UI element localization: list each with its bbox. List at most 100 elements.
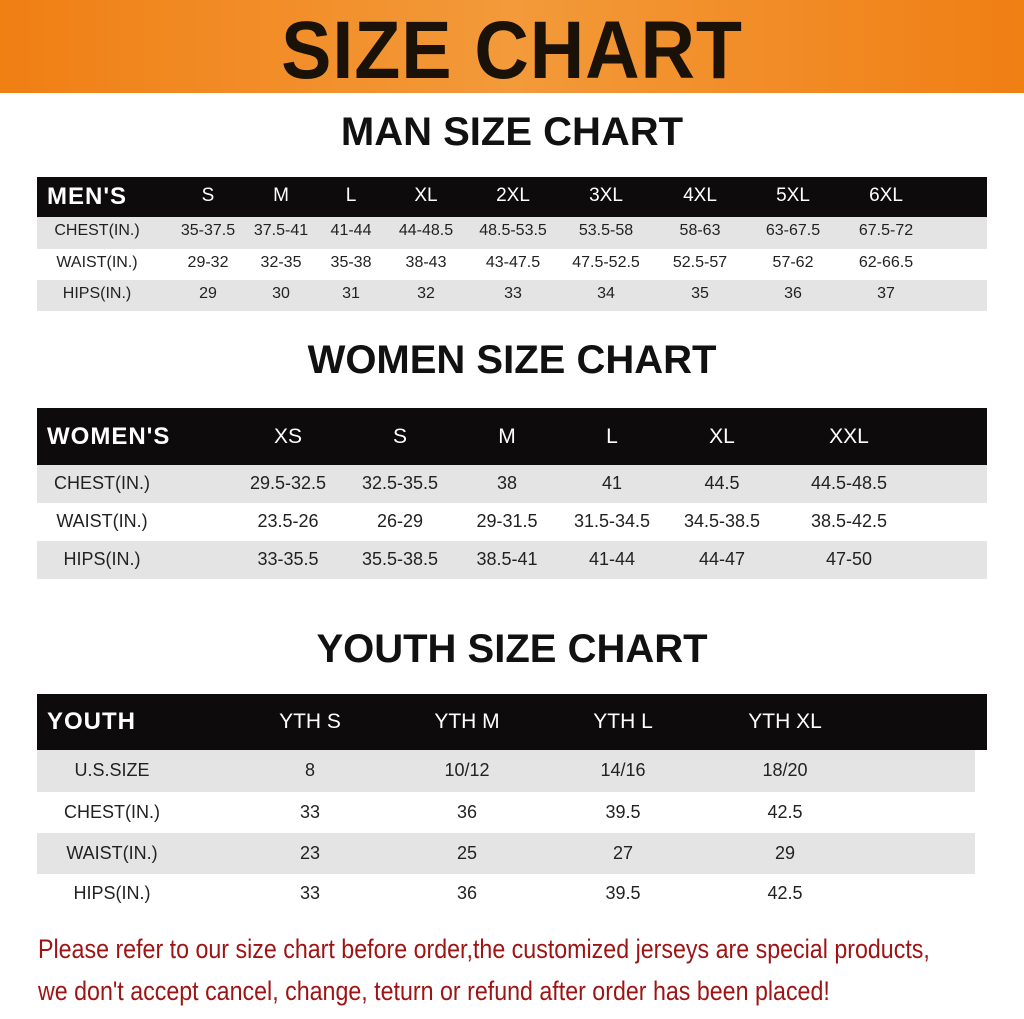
notice-line-1: Please refer to our size chart before or… (38, 934, 930, 964)
row-label: U.S.SIZE (74, 760, 150, 780)
women-table-label: WOMEN'S (47, 422, 171, 450)
measurement-cell: 39.5 (605, 801, 641, 822)
measurement-cell: 41-44 (588, 549, 636, 569)
measurement-cell: 34.5-38.5 (683, 511, 761, 531)
measurement-cell: 32-35 (260, 253, 302, 271)
measurement-cell: 63-67.5 (765, 222, 821, 239)
table-row: CHEST(IN.) 33 36 39.5 42.5 (37, 792, 975, 833)
measurement-cell: 47.5-52.5 (572, 253, 640, 271)
measurement-cell: 34 (597, 284, 615, 302)
measurement-cell: 38.5-41 (476, 549, 538, 569)
measurement-cell: 36 (784, 284, 802, 302)
measurement-cell: 36 (456, 883, 478, 903)
size-header: YTH M (434, 710, 500, 733)
measurement-cell: 30 (272, 284, 290, 302)
size-header: S (392, 424, 408, 448)
measurement-cell: 41 (601, 473, 623, 493)
measurement-cell: 35 (691, 284, 709, 302)
measurement-cell: 29-31.5 (476, 511, 538, 531)
measurement-cell: 8 (304, 760, 316, 780)
measurement-cell: 32.5-35.5 (361, 473, 439, 493)
size-header: M (498, 424, 516, 448)
size-header: XS (273, 424, 303, 448)
measurement-cell: 27 (612, 842, 634, 863)
measurement-cell: 43-47.5 (485, 253, 541, 271)
measurement-cell: 44.5 (704, 473, 740, 493)
size-header: XXL (829, 424, 869, 448)
table-row: HIPS(IN.) 29 30 31 32 33 34 35 36 37 (37, 280, 987, 311)
measurement-cell: 26-29 (376, 511, 424, 531)
measurement-cell: 57-62 (772, 253, 814, 271)
measurement-cell: 35.5-38.5 (361, 549, 439, 569)
measurement-cell: 67.5-72 (858, 222, 914, 239)
measurement-cell: 29-32 (187, 253, 229, 271)
measurement-cell: 58-63 (679, 222, 721, 239)
measurement-cell: 47-50 (825, 549, 873, 569)
women-heading: WOMEN SIZE CHART (307, 338, 717, 382)
table-row: U.S.SIZE 8 10/12 14/16 18/20 (37, 750, 975, 792)
table-row: HIPS(IN.) 33-35.5 35.5-38.5 38.5-41 41-44 44-… (37, 541, 987, 579)
page-title: SIZE CHART (281, 5, 743, 96)
measurement-cell: 33 (504, 284, 522, 302)
men-table-label: MEN'S (47, 183, 128, 210)
measurement-cell: 29 (199, 284, 217, 302)
size-header: XL (414, 185, 438, 206)
measurement-cell: 23 (299, 842, 321, 863)
measurement-cell: 14/16 (600, 760, 646, 780)
men-heading: MAN SIZE CHART (340, 110, 684, 154)
row-label: CHEST(IN.) (64, 801, 160, 822)
measurement-cell: 38 (496, 473, 518, 493)
women-header-row: WOMEN'S XS S M L XL XXL (37, 408, 987, 465)
measurement-cell: 38-43 (405, 253, 447, 271)
measurement-cell: 31.5-34.5 (573, 511, 651, 531)
row-label: HIPS(IN.) (63, 549, 141, 569)
size-header: L (606, 424, 618, 448)
size-header: 5XL (776, 185, 810, 206)
men-header-row: MEN'S S M L XL 2XL 3XL 4XL 5XL 6XL (37, 177, 987, 217)
size-header: S (201, 185, 215, 206)
measurement-cell: 44.5-48.5 (810, 473, 888, 493)
size-header: YTH XL (748, 710, 822, 733)
size-header: YTH S (279, 710, 341, 733)
measurement-cell: 29 (774, 842, 796, 863)
measurement-cell: 31 (342, 284, 360, 302)
measurement-cell: 41-44 (330, 222, 372, 239)
row-label: WAIST(IN.) (56, 253, 138, 271)
row-label: WAIST(IN.) (56, 511, 148, 531)
measurement-cell: 42.5 (767, 801, 803, 822)
measurement-cell: 29.5-32.5 (249, 473, 327, 493)
measurement-cell: 37 (877, 284, 895, 302)
size-header: M (273, 185, 289, 206)
size-header: 3XL (589, 185, 623, 206)
notice-line-2: we don't accept cancel, change, teturn o… (38, 976, 830, 1006)
measurement-cell: 37.5-41 (253, 222, 309, 239)
measurement-cell: 33 (299, 883, 321, 903)
measurement-cell: 39.5 (605, 883, 641, 903)
table-row: HIPS(IN.) 33 36 39.5 42.5 (37, 874, 975, 914)
size-header: 6XL (869, 185, 903, 206)
measurement-cell: 25 (456, 842, 478, 863)
measurement-cell: 10/12 (444, 760, 490, 780)
table-row: WAIST(IN.) 29-32 32-35 35-38 38-43 43-47.5 47.… (37, 249, 987, 280)
youth-header-row: YOUTH YTH S YTH M YTH L YTH XL (37, 694, 987, 750)
measurement-cell: 38.5-42.5 (810, 511, 888, 531)
table-row: CHEST(IN.) 29.5-32.5 32.5-35.5 38 41 44.5 44.5… (37, 465, 987, 503)
measurement-cell: 48.5-53.5 (479, 222, 547, 239)
measurement-cell: 33 (299, 801, 321, 822)
youth-heading: YOUTH SIZE CHART (316, 627, 708, 671)
measurement-cell: 44-47 (698, 549, 746, 569)
row-label: CHEST(IN.) (54, 473, 150, 493)
row-label: HIPS(IN.) (73, 883, 151, 903)
row-label: HIPS(IN.) (62, 284, 132, 302)
table-row: WAIST(IN.) 23.5-26 26-29 29-31.5 31.5-34.5 34… (37, 503, 987, 541)
size-header: L (345, 185, 357, 206)
measurement-cell: 35-37.5 (180, 222, 236, 239)
measurement-cell: 18/20 (762, 760, 808, 780)
measurement-cell: 42.5 (767, 883, 803, 903)
measurement-cell: 44-48.5 (398, 222, 454, 239)
size-header: YTH L (593, 710, 653, 733)
measurement-cell: 36 (456, 801, 478, 822)
measurement-cell: 52.5-57 (672, 253, 728, 271)
size-header: 4XL (683, 185, 717, 206)
table-row: CHEST(IN.) 35-37.5 37.5-41 41-44 44-48.5 48.5… (37, 217, 987, 249)
